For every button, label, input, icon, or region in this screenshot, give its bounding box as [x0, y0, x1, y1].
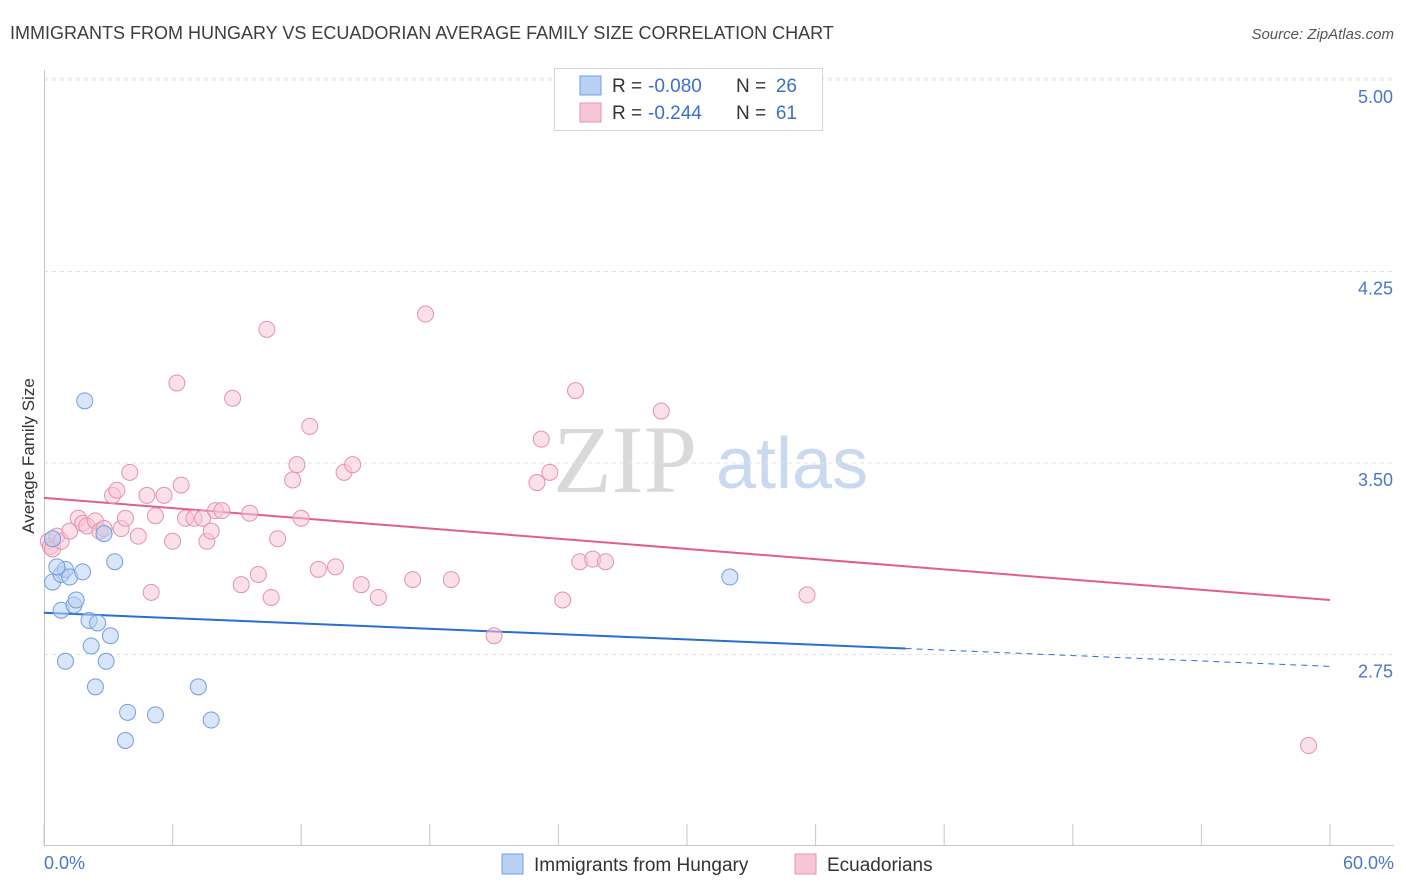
- point-hungary: [97, 652, 115, 670]
- point-ecuadorian: [224, 389, 242, 407]
- point-ecuadorian: [288, 456, 306, 474]
- point-ecuadorian: [369, 588, 387, 606]
- point-hungary: [189, 678, 207, 696]
- y-tick-label: 3.50: [1358, 470, 1393, 490]
- point-hungary: [86, 678, 104, 696]
- point-ecuadorian: [155, 486, 173, 504]
- legend-n-label-hungary: N =: [736, 76, 766, 97]
- point-ecuadorian: [142, 583, 160, 601]
- point-ecuadorian: [258, 320, 276, 338]
- point-hungary: [76, 392, 94, 410]
- point-ecuadorian: [485, 627, 503, 645]
- point-hungary: [44, 530, 62, 548]
- point-ecuadorian: [164, 532, 182, 550]
- point-ecuadorian: [232, 576, 250, 594]
- point-ecuadorian: [344, 456, 362, 474]
- point-ecuadorian: [269, 530, 287, 548]
- point-ecuadorian: [597, 553, 615, 571]
- point-ecuadorian: [262, 588, 280, 606]
- legend-n-value-ecuadorians: 61: [776, 103, 797, 124]
- point-ecuadorian: [61, 522, 79, 540]
- point-ecuadorian: [172, 476, 190, 494]
- point-ecuadorian: [1300, 737, 1318, 755]
- point-ecuadorian: [309, 560, 327, 578]
- point-hungary: [202, 711, 220, 729]
- point-hungary: [119, 703, 137, 721]
- point-hungary: [48, 558, 66, 576]
- legend-r-value-ecuadorians: -0.244: [648, 103, 702, 124]
- y-ticks: 5.00 4.25 3.50 2.75: [1358, 87, 1393, 682]
- point-hungary: [89, 614, 107, 632]
- watermark-atlas: atlas: [716, 424, 868, 504]
- point-ecuadorian: [352, 576, 370, 594]
- point-hungary: [56, 652, 74, 670]
- point-hungary: [106, 553, 124, 571]
- point-ecuadorian: [129, 527, 147, 545]
- bottom-legend-swatch-ecuadorians: [794, 853, 817, 875]
- trend-line-hungary: [43, 611, 906, 650]
- point-ecuadorian: [168, 374, 186, 392]
- point-ecuadorian: [541, 463, 559, 481]
- point-ecuadorian: [108, 481, 126, 499]
- point-ecuadorian: [652, 402, 670, 420]
- bottom-legend-label-hungary: Immigrants from Hungary: [534, 855, 749, 876]
- point-hungary: [82, 637, 100, 655]
- axes: [43, 70, 1394, 846]
- point-hungary: [74, 563, 92, 581]
- point-ecuadorian: [116, 509, 134, 527]
- point-ecuadorian: [554, 591, 572, 609]
- point-ecuadorian: [442, 571, 460, 589]
- point-ecuadorian: [146, 507, 164, 525]
- point-ecuadorian: [532, 430, 550, 448]
- legend-r-label-hungary: R =: [612, 76, 642, 97]
- x-tick-label-right: 60.0%: [1343, 853, 1394, 873]
- point-ecuadorian: [528, 474, 546, 492]
- y-tick-label: 2.75: [1358, 662, 1393, 682]
- grid: [44, 77, 1394, 655]
- point-ecuadorian: [798, 586, 816, 604]
- point-hungary: [101, 627, 119, 645]
- point-ecuadorian: [121, 463, 139, 481]
- trend-line-extension-hungary: [905, 648, 1331, 667]
- watermark-zip: ZIP: [553, 406, 697, 513]
- y-tick-label: 5.00: [1358, 87, 1393, 107]
- x-tick-label-left: 0.0%: [44, 853, 85, 873]
- legend-n-value-hungary: 26: [776, 76, 797, 97]
- point-hungary: [116, 731, 134, 749]
- chart-source: Source: ZipAtlas.com: [1251, 26, 1394, 43]
- bottom-legend-swatch-hungary: [501, 853, 524, 875]
- point-ecuadorian: [241, 504, 259, 522]
- point-hungary: [95, 525, 113, 543]
- point-ecuadorian: [301, 417, 319, 435]
- point-ecuadorian: [326, 558, 344, 576]
- trend-lines: [43, 496, 1331, 667]
- data-points: [39, 305, 1318, 755]
- point-ecuadorian: [213, 502, 231, 520]
- point-ecuadorian: [138, 486, 156, 504]
- y-tick-label: 4.25: [1358, 279, 1393, 299]
- legend-swatch-ecuadorians: [579, 102, 602, 123]
- point-ecuadorian: [567, 382, 585, 400]
- point-hungary: [721, 568, 739, 586]
- chart-title: IMMIGRANTS FROM HUNGARY VS ECUADORIAN AV…: [10, 23, 834, 43]
- legend-r-value-hungary: -0.080: [648, 76, 702, 97]
- point-ecuadorian: [194, 509, 212, 527]
- point-ecuadorian: [404, 571, 422, 589]
- point-ecuadorian: [249, 565, 267, 583]
- legend-box: R = -0.080 N = 26 R = -0.244 N = 61: [554, 68, 823, 131]
- point-ecuadorian: [417, 305, 435, 323]
- legend-r-label-ecuadorians: R =: [612, 103, 642, 124]
- trend-line-ecuadorians: [43, 496, 1331, 602]
- bottom-legend: Immigrants from Hungary Ecuadorians: [501, 853, 933, 876]
- point-hungary: [67, 591, 85, 609]
- legend-n-label-ecuadorians: N =: [736, 103, 766, 124]
- point-ecuadorian: [284, 471, 302, 489]
- point-ecuadorian: [292, 509, 310, 527]
- legend-swatch-hungary: [579, 75, 602, 96]
- point-ecuadorian: [202, 522, 220, 540]
- bottom-legend-label-ecuadorians: Ecuadorians: [827, 855, 933, 876]
- y-axis-label: Average Family Size: [19, 378, 38, 534]
- point-hungary: [146, 706, 164, 724]
